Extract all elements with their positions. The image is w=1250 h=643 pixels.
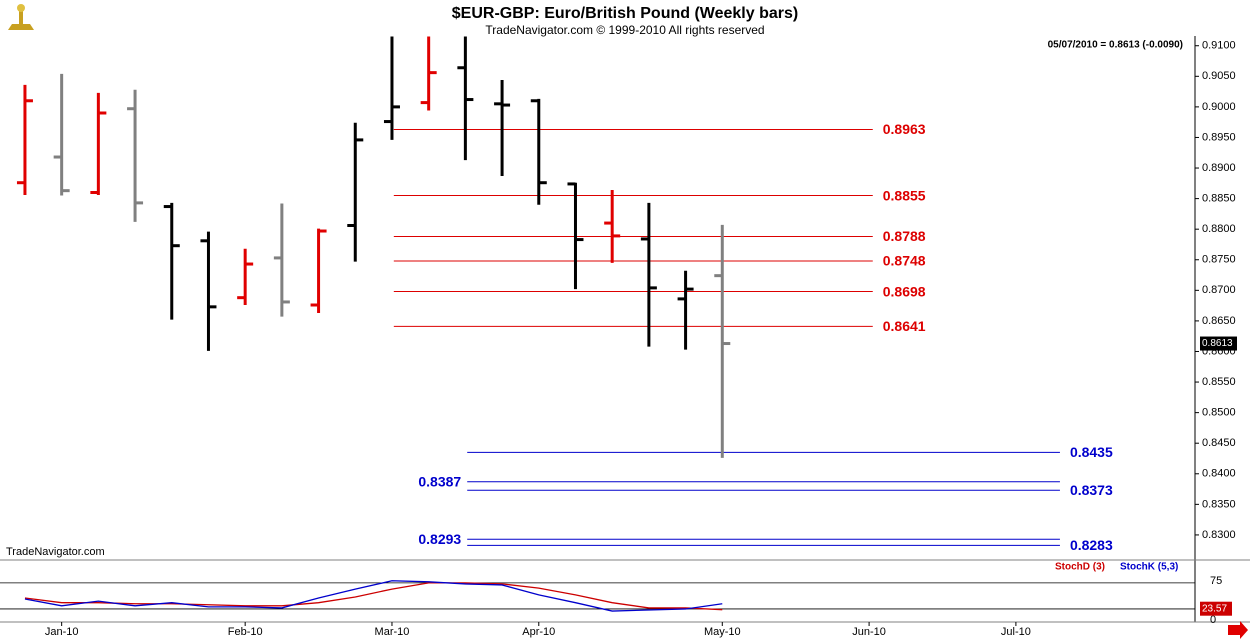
x-tick-label: Mar-10 [375,626,410,638]
y-tick-label: 0.8700 [1202,284,1236,296]
y-tick-label: 0.8550 [1202,376,1236,388]
scroll-arrow[interactable] [1228,621,1248,639]
y-tick-label: 0.8300 [1202,529,1236,541]
y-tick-label: 0.8850 [1202,193,1236,205]
y-tick-label: 0.9100 [1202,40,1236,52]
level-label: 0.8748 [883,253,926,269]
x-tick-label: Feb-10 [228,626,263,638]
level-label: 0.8855 [883,187,926,203]
level-label: 0.8293 [418,531,461,547]
x-tick-label: Jun-10 [852,626,886,638]
y-tick-label: 0.8350 [1202,498,1236,510]
y-tick-label: 0.9000 [1202,101,1236,113]
level-label: 0.8641 [883,318,926,334]
y-tick-label: 0.8800 [1202,223,1236,235]
y-tick-label: 0 [1210,614,1216,626]
x-tick-label: Jan-10 [45,626,79,638]
y-tick-label: 0.8950 [1202,131,1236,143]
level-label: 0.8373 [1070,482,1113,498]
legend-entry: StochK (5,3) [1120,562,1178,573]
last-price-box [1200,336,1237,351]
y-tick-label: 0.8650 [1202,315,1236,327]
logo [8,4,34,30]
last-value-label: 23.57 [1202,603,1227,614]
last-price-label: 0.8613 [1202,338,1233,349]
y-tick-label: 0.9050 [1202,70,1236,82]
legend-entry: StochD (3) [1055,562,1105,573]
x-tick-label: May-10 [704,626,741,638]
level-label: 0.8387 [418,473,461,489]
x-tick-label: Jul-10 [1001,626,1031,638]
chart-subtitle: TradeNavigator.com © 1999-2010 All right… [485,23,764,37]
stoch-line [24,580,723,612]
last-value-box [1200,601,1232,616]
y-tick-label: 0.8900 [1202,162,1236,174]
y-tick-label: 75 [1210,575,1222,587]
y-tick-label: 0.8750 [1202,254,1236,266]
watermark: TradeNavigator.com [6,546,105,558]
x-tick-label: Apr-10 [522,626,555,638]
chart-title: $EUR-GBP: Euro/British Pound (Weekly bar… [452,5,798,22]
y-tick-label: 0.8450 [1202,437,1236,449]
stoch-line [24,582,723,611]
header-note: 05/07/2010 = 0.8613 (-0.0090) [1048,40,1183,51]
y-tick-label: 0.8400 [1202,468,1236,480]
level-label: 0.8435 [1070,444,1113,460]
level-label: 0.8963 [883,121,926,137]
level-label: 0.8788 [883,228,926,244]
y-tick-label: 0.8500 [1202,407,1236,419]
level-label: 0.8698 [883,283,926,299]
level-label: 0.8283 [1070,537,1113,553]
